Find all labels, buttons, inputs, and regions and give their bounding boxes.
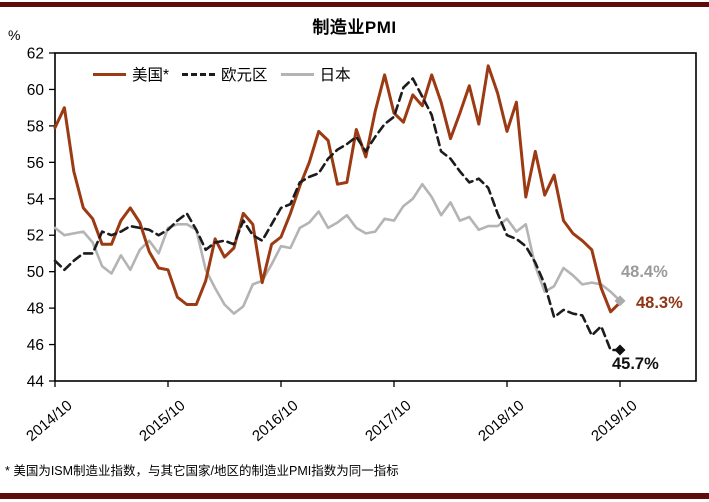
- japan-line-swatch-icon: [280, 72, 314, 76]
- end-marker-日本: [614, 295, 626, 307]
- us-line-swatch-icon: [93, 72, 126, 76]
- annotation-45.7%: 45.7%: [612, 355, 659, 373]
- x-tick-label: 2018/10: [475, 397, 527, 445]
- chart-title: 制造业PMI: [312, 18, 397, 37]
- y-tick-label: 48: [27, 301, 44, 318]
- x-tick-label: 2016/10: [249, 397, 301, 445]
- annotation-48.3%: 48.3%: [636, 294, 683, 312]
- y-tick-label: 56: [27, 155, 44, 172]
- y-tick-label: 52: [27, 228, 44, 245]
- end-marker-欧元区: [614, 344, 626, 356]
- annotation-48.4%: 48.4%: [621, 263, 668, 281]
- bottom-accent-bar: [0, 493, 709, 499]
- y-tick-label: 58: [27, 118, 44, 135]
- y-tick-label: 50: [27, 264, 45, 281]
- legend-item-us: 美国*: [93, 63, 169, 85]
- y-tick-label: 46: [27, 337, 44, 354]
- series-line-欧元区: [53, 77, 622, 352]
- y-tick-label: 60: [27, 82, 45, 99]
- plot-border: [54, 52, 697, 382]
- x-tick-label: 2014/10: [23, 397, 75, 445]
- legend-label-eurozone: 欧元区: [221, 67, 268, 84]
- series-line-美国*: [53, 64, 622, 314]
- top-accent-bar: [0, 2, 709, 7]
- series-line-日本: [53, 182, 622, 315]
- eurozone-dashed-swatch-icon: [182, 72, 216, 76]
- chart-legend: 美国* 欧元区 日本: [93, 63, 351, 85]
- legend-label-us: 美国*: [132, 67, 170, 84]
- y-axis-unit-label: %: [8, 27, 21, 43]
- legend-item-eurozone: 欧元区: [182, 63, 268, 85]
- x-tick-label: 2015/10: [136, 397, 188, 445]
- y-tick-label: 44: [27, 374, 45, 391]
- y-tick-label: 54: [27, 191, 45, 208]
- footnote: * 美国为ISM制造业指数，与其它国家/地区的制造业PMI指数为同一指标: [5, 464, 399, 478]
- legend-item-japan: 日本: [280, 63, 351, 85]
- x-tick-label: 2017/10: [362, 397, 414, 445]
- y-tick-label: 62: [27, 46, 44, 63]
- legend-label-japan: 日本: [319, 67, 351, 84]
- x-tick-label: 2019/10: [588, 397, 640, 445]
